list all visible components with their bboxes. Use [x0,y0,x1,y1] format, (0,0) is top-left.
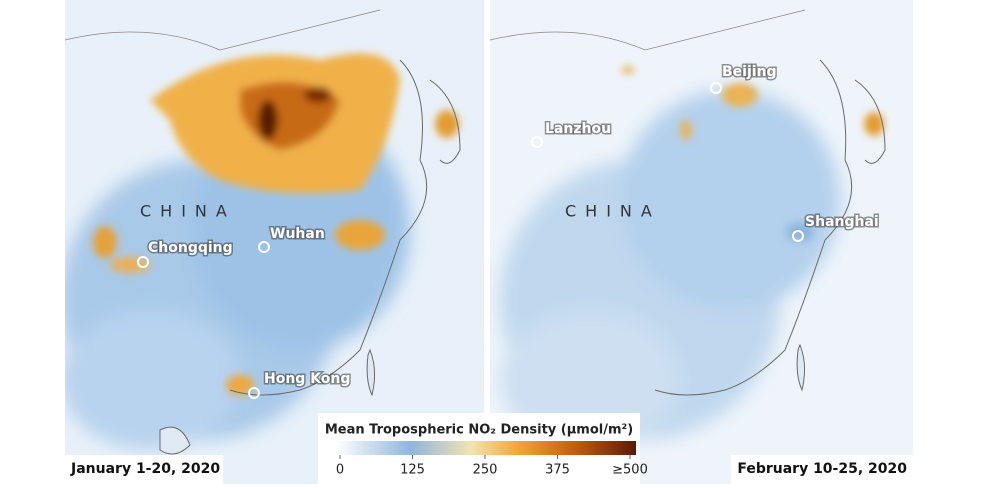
city-marker [531,136,543,148]
city-marker [258,241,270,253]
colorbar [336,441,636,455]
city-label: Wuhan [270,226,325,242]
country-label: CHINA [140,202,236,221]
date-label: February 10-25, 2020 [737,461,907,477]
city-marker [137,256,149,268]
city-label: Chongqing [148,240,233,256]
city-label: Lanzhou [545,121,611,137]
map-right [490,0,913,484]
legend-title: Mean Tropospheric NO₂ Density (μmol/m²) [325,423,633,438]
colorbar-tick-label: 125 [400,463,425,478]
legend: Mean Tropospheric NO₂ Density (μmol/m²) … [318,413,648,484]
country-label: CHINA [565,202,661,221]
colorbar-tick-label: 375 [545,463,570,478]
colorbar-tick-label: 0 [336,463,344,478]
city-marker [792,230,804,242]
city-label: Beijing [722,64,777,80]
map-left [65,0,484,484]
colorbar-tick-label: ≥500 [612,463,648,478]
date-box [731,455,913,484]
date-label: January 1-20, 2020 [70,461,220,477]
city-marker [710,82,722,94]
city-marker [248,387,260,399]
colorbar-tick-label: 250 [473,463,498,478]
city-label: Hong Kong [264,371,350,387]
date-box [65,455,223,484]
city-label: Shanghai [805,214,879,230]
